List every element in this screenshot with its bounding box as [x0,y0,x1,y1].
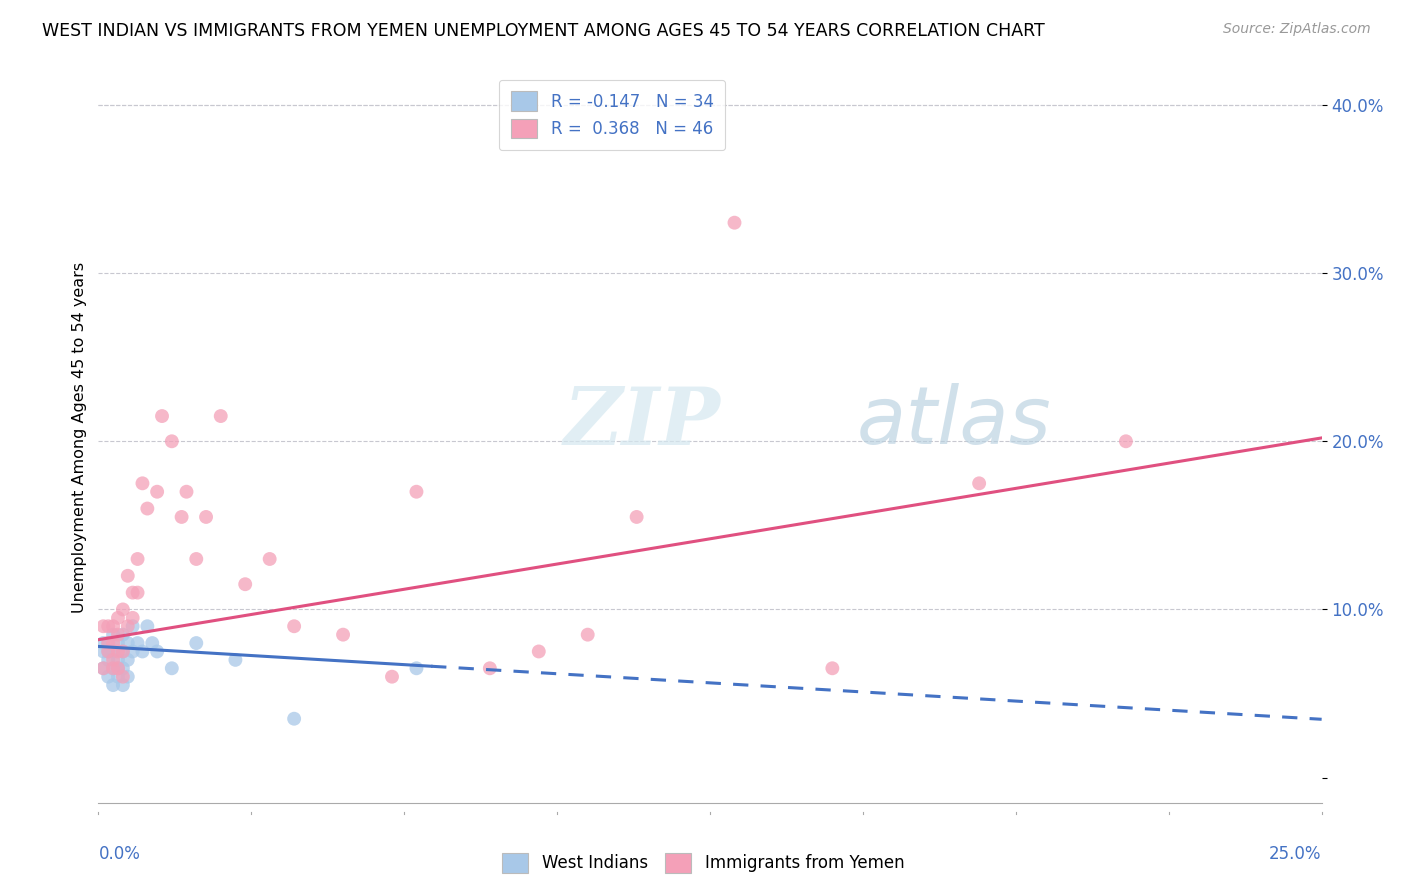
Point [141,636,163,650]
Point [176,484,198,499]
Point [97,644,120,658]
Point [405,484,427,499]
Point [101,644,124,658]
Point [117,619,139,633]
Point [91,661,114,675]
Point [101,661,124,675]
Point [117,636,139,650]
Point [111,670,134,684]
Point [127,585,149,599]
Point [121,611,143,625]
Point [111,644,134,658]
Point [117,569,139,583]
Point [101,661,124,675]
Point [111,678,134,692]
Point [723,216,745,230]
Point [107,653,129,667]
Point [107,644,129,658]
Point [107,661,129,675]
Point [224,653,246,667]
Point [186,552,208,566]
Point [107,636,129,650]
Legend: R = -0.147   N = 34, R =  0.368   N = 46: R = -0.147 N = 34, R = 0.368 N = 46 [499,79,725,150]
Point [146,644,169,658]
Point [121,644,143,658]
Point [170,510,193,524]
Text: Source: ZipAtlas.com: Source: ZipAtlas.com [1223,22,1371,37]
Point [1115,434,1137,449]
Point [821,661,844,675]
Point [626,510,648,524]
Point [195,510,218,524]
Point [259,552,281,566]
Point [381,670,404,684]
Point [97,653,120,667]
Point [136,619,159,633]
Point [91,661,114,675]
Point [97,644,120,658]
Point [150,409,173,423]
Point [97,636,120,650]
Point [160,661,183,675]
Point [111,627,134,641]
Point [107,670,129,684]
Point [107,611,129,625]
Point [91,619,114,633]
Point [131,476,153,491]
Point [478,661,501,675]
Point [186,636,208,650]
Point [131,644,153,658]
Point [405,661,427,675]
Point [101,636,124,650]
Point [97,619,120,633]
Point [233,577,256,591]
Point [121,619,143,633]
Point [107,661,129,675]
Point [117,670,139,684]
Point [91,636,114,650]
Point [127,636,149,650]
Point [283,712,305,726]
Point [576,627,599,641]
Point [283,619,305,633]
Point [209,409,232,423]
Point [332,627,354,641]
Text: WEST INDIAN VS IMMIGRANTS FROM YEMEN UNEMPLOYMENT AMONG AGES 45 TO 54 YEARS CORR: WEST INDIAN VS IMMIGRANTS FROM YEMEN UNE… [42,22,1045,40]
Point [160,434,183,449]
Text: 0.0%: 0.0% [98,845,141,863]
Point [967,476,990,491]
Legend: West Indians, Immigrants from Yemen: West Indians, Immigrants from Yemen [495,847,911,880]
Point [146,484,169,499]
Point [97,670,120,684]
Point [107,627,129,641]
Point [97,636,120,650]
Point [101,653,124,667]
Point [91,644,114,658]
Text: ZIP: ZIP [564,384,720,461]
Point [111,644,134,658]
Text: atlas: atlas [856,384,1052,461]
Point [111,661,134,675]
Point [101,627,124,641]
Text: 25.0%: 25.0% [1270,845,1322,863]
Point [101,619,124,633]
Point [136,501,159,516]
Point [127,552,149,566]
Point [111,602,134,616]
Point [117,653,139,667]
Y-axis label: Unemployment Among Ages 45 to 54 years: Unemployment Among Ages 45 to 54 years [72,261,87,613]
Point [527,644,550,658]
Point [101,678,124,692]
Point [121,585,143,599]
